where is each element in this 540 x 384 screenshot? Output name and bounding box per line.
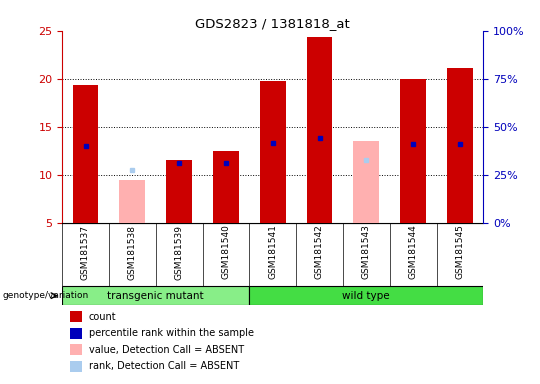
Text: GSM181541: GSM181541: [268, 225, 277, 280]
Text: GSM181545: GSM181545: [455, 225, 464, 280]
Bar: [260, 81, 286, 223]
Title: GDS2823 / 1381818_at: GDS2823 / 1381818_at: [195, 17, 350, 30]
Bar: [213, 151, 239, 223]
Bar: [447, 68, 473, 223]
Bar: [166, 161, 192, 223]
Text: GSM181543: GSM181543: [362, 225, 371, 280]
Text: GSM181540: GSM181540: [221, 225, 231, 280]
Text: count: count: [89, 312, 116, 322]
Text: GSM181537: GSM181537: [81, 225, 90, 280]
Text: transgenic mutant: transgenic mutant: [107, 291, 204, 301]
Text: wild type: wild type: [342, 291, 390, 301]
Text: GSM181542: GSM181542: [315, 225, 324, 280]
Text: value, Detection Call = ABSENT: value, Detection Call = ABSENT: [89, 345, 244, 355]
Text: GSM181538: GSM181538: [128, 225, 137, 280]
Bar: [62, 286, 249, 305]
Text: GSM181539: GSM181539: [174, 225, 184, 280]
Bar: [400, 79, 426, 223]
Bar: [307, 38, 333, 223]
Text: rank, Detection Call = ABSENT: rank, Detection Call = ABSENT: [89, 361, 239, 371]
Text: GSM181544: GSM181544: [409, 225, 417, 280]
Bar: [249, 286, 483, 305]
Text: percentile rank within the sample: percentile rank within the sample: [89, 328, 254, 338]
Bar: [72, 86, 98, 223]
Text: genotype/variation: genotype/variation: [3, 291, 89, 300]
Bar: [353, 141, 379, 223]
Bar: [119, 180, 145, 223]
